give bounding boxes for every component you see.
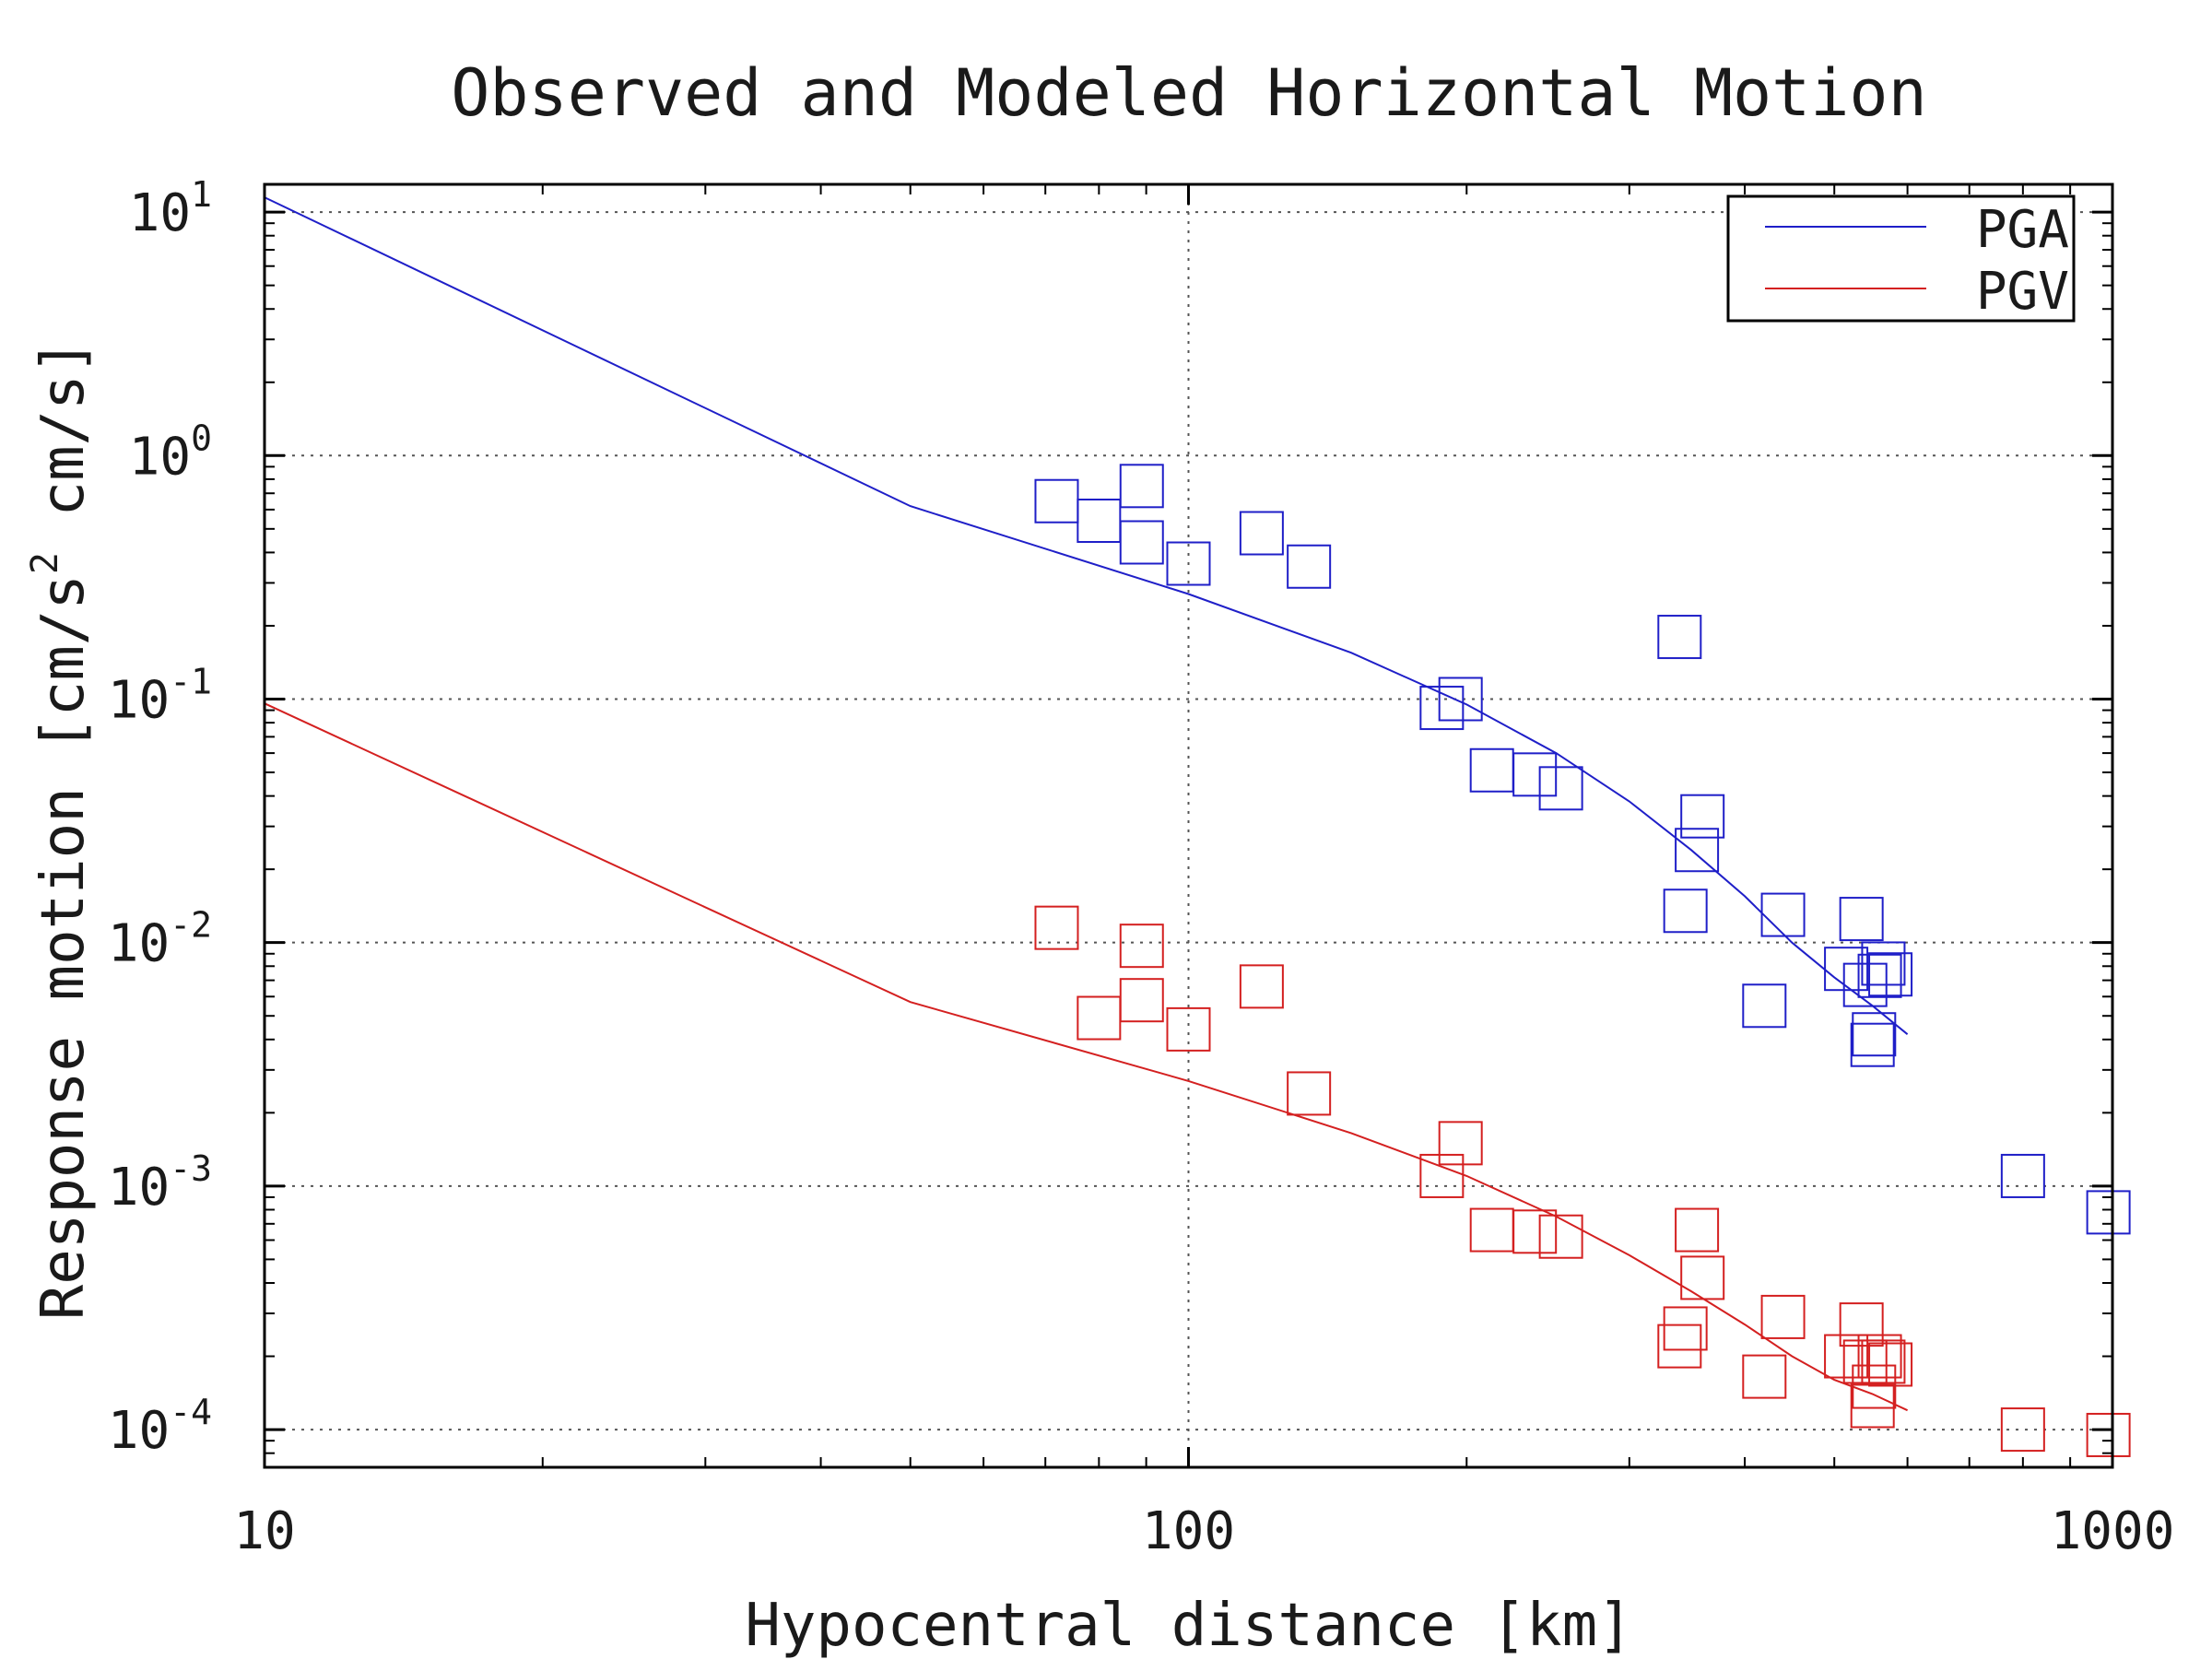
pgv-observed-point <box>1850 1383 1895 1429</box>
pgv-observed-point <box>1657 1324 1702 1369</box>
pgv-observed-point <box>1419 1153 1465 1198</box>
y-tick-label: 10-1 <box>108 661 212 730</box>
pga-observed-point <box>1166 541 1211 586</box>
pga-observed-point <box>1438 677 1483 722</box>
pga-observed-point <box>2000 1153 2045 1198</box>
pga-observed-point <box>2086 1190 2131 1235</box>
pgv-observed-point <box>1852 1364 1897 1409</box>
pga-observed-point <box>1119 520 1164 565</box>
x-tick-label: 10 <box>233 1501 295 1561</box>
pgv-observed-point <box>1438 1121 1483 1166</box>
pgv-observed-point <box>1680 1255 1725 1300</box>
legend: PGA PGV <box>1726 194 2076 323</box>
pgv-observed-point <box>2086 1412 2131 1457</box>
y-axis-label-main: Response motion [cm/s <box>29 574 98 1320</box>
y-tick-label: 10-2 <box>108 905 212 974</box>
pgv-model-line <box>264 702 1909 1412</box>
grid <box>265 184 2112 1467</box>
y-axis-label: Response motion [cm/s2 cm/s] <box>24 339 98 1320</box>
pga-observed-point <box>1663 888 1708 934</box>
pga-observed-point <box>1239 511 1284 556</box>
tick-labels: 10 100 1000 101 100 10-1 10-2 10-3 10-4 <box>108 174 2175 1561</box>
legend-label-pga: PGA <box>1976 200 2069 260</box>
pgv-observed-point <box>1857 1334 1902 1379</box>
pga-observed-point <box>1742 983 1787 1029</box>
observed-points <box>1034 464 2131 1457</box>
pga-observed-point <box>1675 828 1720 873</box>
pgv-observed-point <box>1166 1006 1211 1052</box>
y-tick-label: 100 <box>129 418 212 487</box>
pga-model-line <box>264 196 1909 1035</box>
pgv-observed-point <box>1861 1339 1906 1384</box>
pgv-observed-point <box>1469 1207 1514 1253</box>
pga-observed-point <box>1077 498 1122 543</box>
pga-observed-point <box>1839 897 1884 942</box>
axis-ticks <box>263 184 2114 1468</box>
pga-observed-point <box>1850 1022 1895 1067</box>
pga-observed-point <box>1287 544 1332 589</box>
pga-observed-point <box>1680 794 1725 839</box>
pga-observed-point <box>1512 752 1558 797</box>
model-lines <box>264 196 1909 1412</box>
plot-area-frame <box>263 182 2114 1469</box>
y-tick-label: 10-4 <box>108 1392 212 1461</box>
y-tick-label: 10-3 <box>108 1148 212 1218</box>
pgv-observed-point <box>2000 1407 2045 1453</box>
pga-observed-point <box>1034 478 1079 524</box>
x-tick-label: 100 <box>1142 1501 1235 1561</box>
pga-observed-point <box>1824 947 1869 992</box>
pgv-observed-point <box>1512 1209 1558 1254</box>
x-tick-label: 1000 <box>2051 1501 2175 1561</box>
pgv-observed-point <box>1839 1302 1884 1347</box>
legend-box <box>1726 194 2076 323</box>
pga-observed-point <box>1657 615 1702 660</box>
pga-observed-point <box>1760 892 1806 937</box>
pgv-observed-point <box>1538 1214 1583 1259</box>
legend-label-pgv: PGV <box>1976 262 2069 322</box>
x-axis-label: Hypocentral distance [km] <box>745 1592 1632 1659</box>
pgv-observed-point <box>1119 924 1164 969</box>
pgv-observed-point <box>1034 905 1079 950</box>
pgv-observed-point <box>1077 995 1122 1041</box>
pgv-observed-point <box>1742 1354 1787 1399</box>
pga-observed-point <box>1857 953 1902 998</box>
pgv-observed-point <box>1675 1207 1720 1253</box>
pgv-observed-point <box>1824 1334 1869 1379</box>
pga-observed-point <box>1469 747 1514 793</box>
y-tick-label: 101 <box>129 174 212 243</box>
pgv-observed-point <box>1868 1342 1913 1387</box>
y-axis-label-rest: cm/s] <box>29 339 98 552</box>
pgv-observed-point <box>1760 1294 1806 1339</box>
pgv-observed-point <box>1663 1306 1708 1351</box>
pga-observed-point <box>1852 1012 1897 1057</box>
pga-observed-point <box>1419 686 1465 731</box>
chart-title: Observed and Modeled Horizontal Motion <box>451 55 1926 131</box>
pgv-observed-point <box>1287 1071 1332 1116</box>
y-axis-label-sup: 2 <box>24 552 66 574</box>
pga-observed-point <box>1868 952 1913 997</box>
pgv-observed-point <box>1119 978 1164 1023</box>
pgv-observed-point <box>1239 964 1284 1009</box>
pga-observed-point <box>1119 464 1164 509</box>
pga-observed-point <box>1538 766 1583 811</box>
pgv-observed-point <box>1842 1339 1888 1384</box>
pga-observed-point <box>1861 941 1906 986</box>
